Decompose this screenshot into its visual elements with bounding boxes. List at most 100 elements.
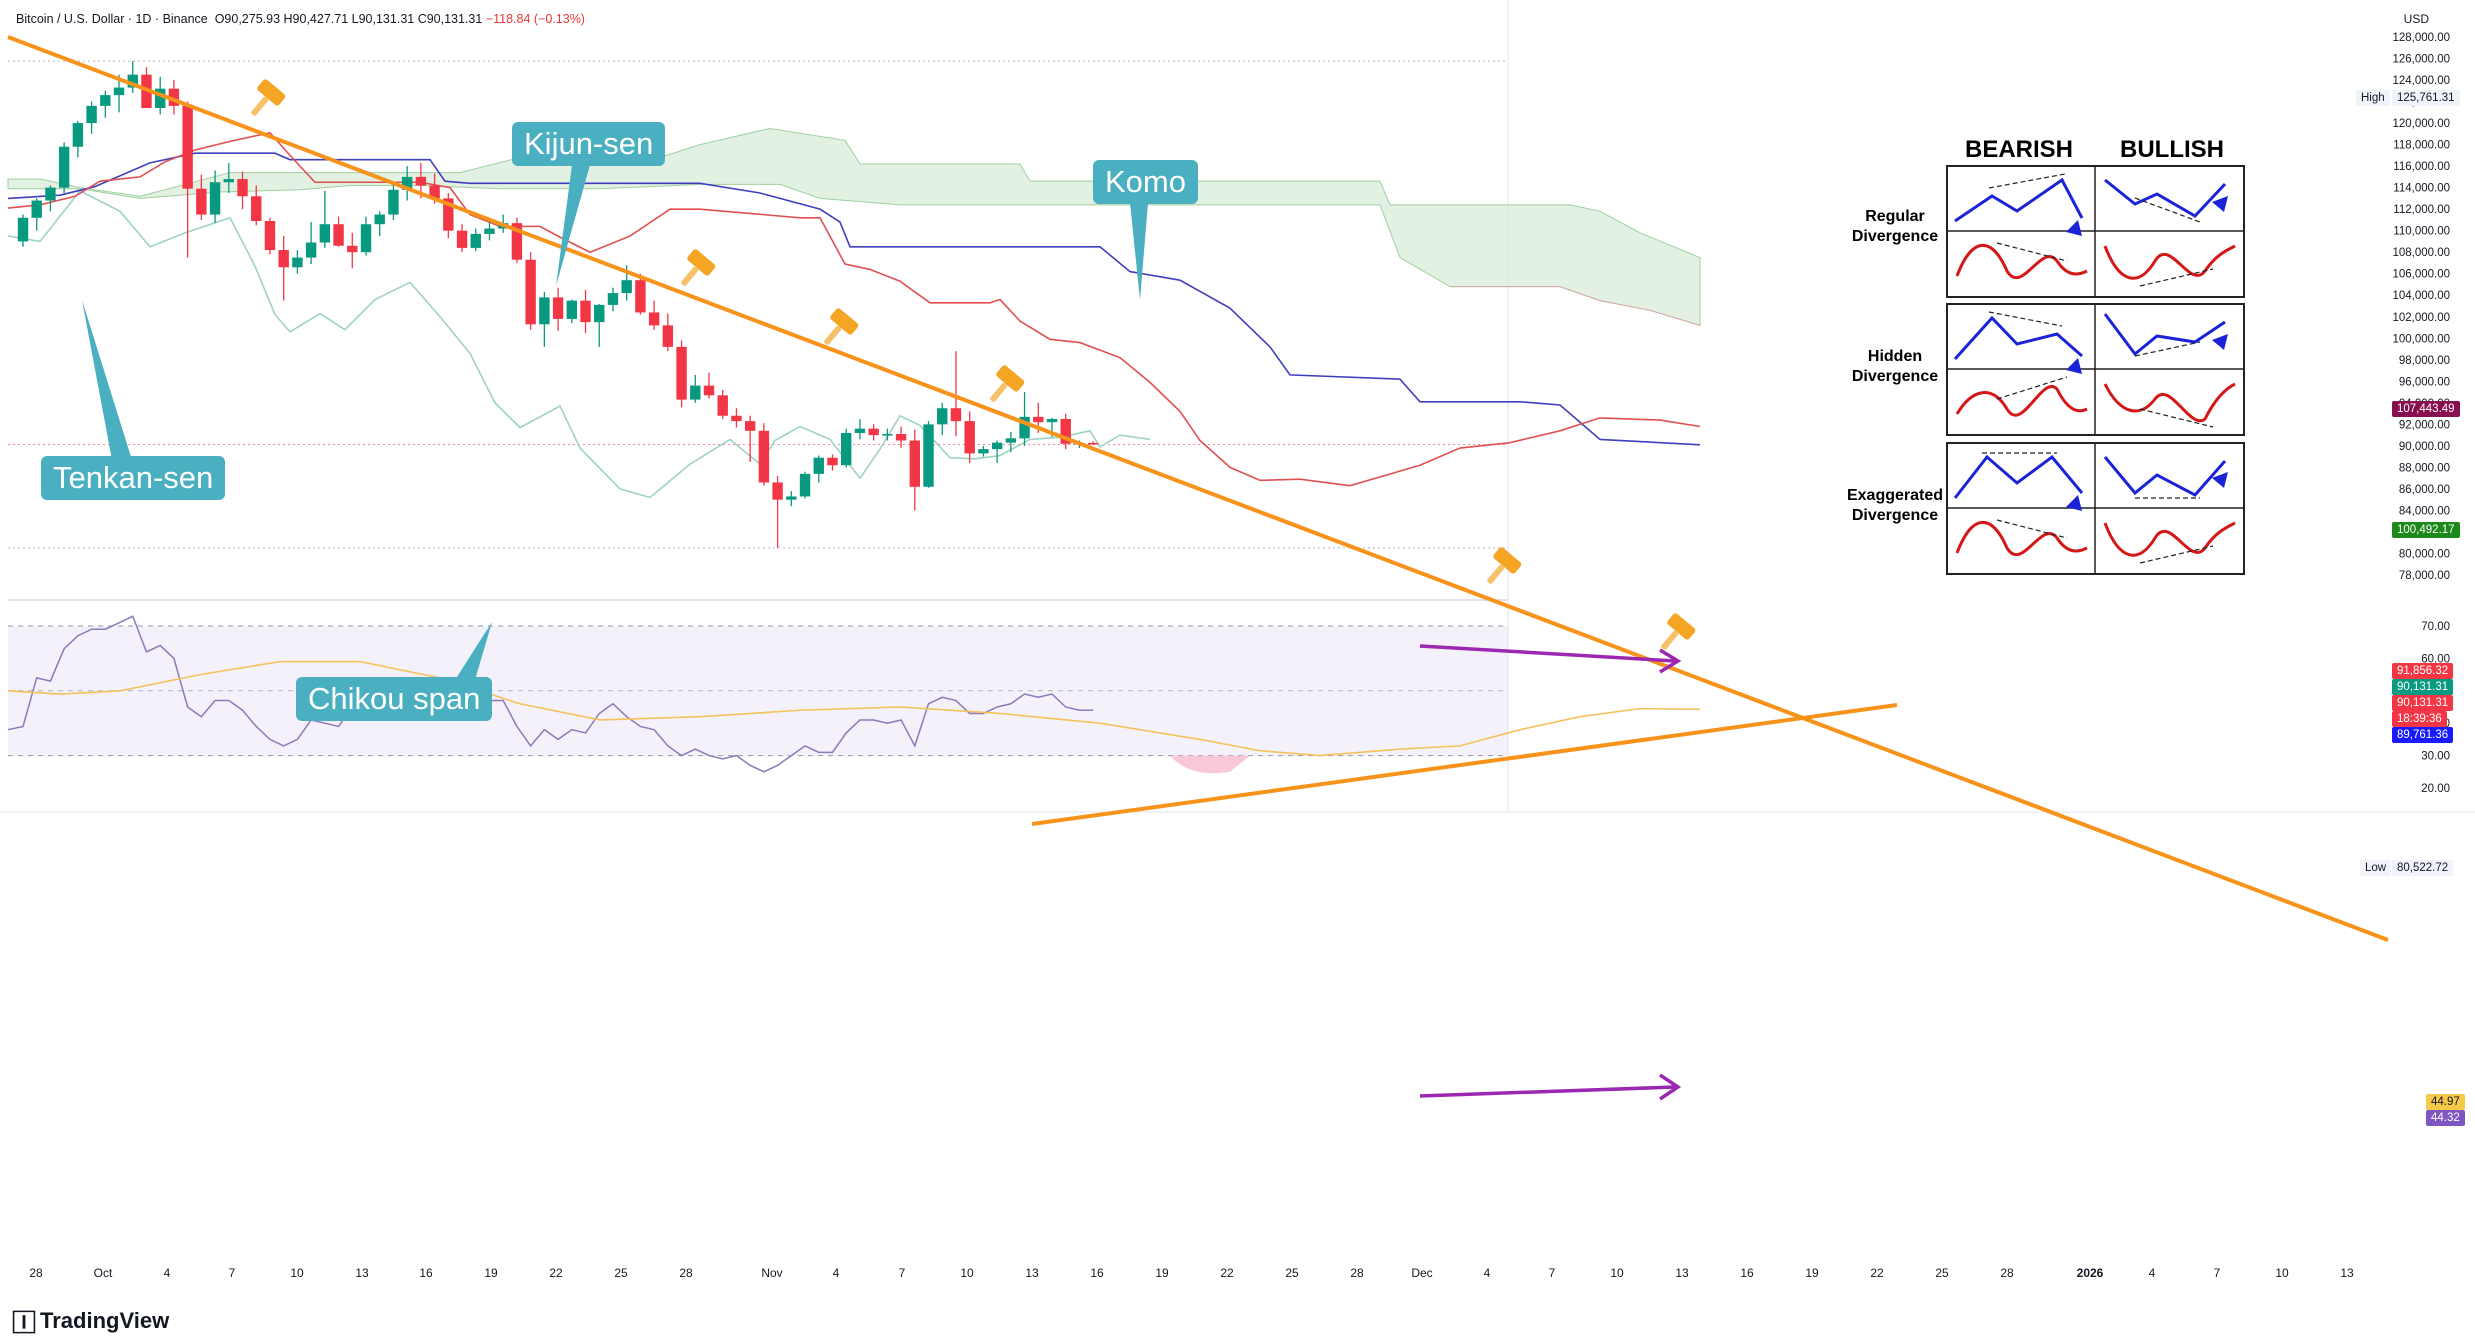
currency-label[interactable]: USD	[2403, 12, 2429, 26]
candle	[401, 166, 413, 201]
time-tick-label: 25	[1285, 1266, 1299, 1280]
divergence-sketch	[1953, 452, 2084, 499]
candle	[1060, 413, 1071, 450]
candle-body	[168, 88, 180, 106]
low-label: Low	[2360, 860, 2392, 876]
candle	[456, 224, 468, 253]
candle-body	[539, 297, 550, 325]
symbol-header: Bitcoin / U.S. Dollar · 1D · Binance O90…	[16, 12, 585, 26]
divergence-sketch	[1955, 376, 2088, 417]
time-tick-label: 7	[1549, 1266, 1556, 1280]
time-tick-label: 16	[419, 1266, 433, 1280]
time-tick-label: Dec	[1411, 1266, 1432, 1280]
price-tick-label: 126,000.00	[2392, 54, 2450, 66]
divergence-dashed-line	[1996, 376, 2068, 400]
divergence-price-path	[2103, 313, 2226, 357]
candle	[635, 273, 646, 315]
divergence-sketch	[2103, 382, 2236, 428]
candle-body	[525, 259, 536, 325]
candle-body	[607, 293, 619, 305]
candle	[841, 428, 852, 468]
divergence-sketch	[2104, 178, 2227, 223]
candle-body	[484, 228, 495, 234]
price-tick-label: 100,000.00	[2392, 333, 2450, 345]
rsi-line	[7, 615, 1094, 773]
candle	[607, 287, 619, 312]
divergence-row-regular: Regular Divergence	[1851, 208, 1939, 245]
time-tick-label: 2026	[2077, 1266, 2104, 1280]
candle-body	[621, 280, 632, 294]
candle-body	[196, 188, 207, 215]
candle-body	[1033, 416, 1044, 423]
time-tick-label: 4	[1484, 1266, 1491, 1280]
divergence-dashed-line	[1996, 242, 2068, 262]
candle-body	[566, 300, 577, 319]
candle-body	[278, 250, 289, 268]
time-tick-label: 10	[2275, 1266, 2289, 1280]
gavel-handle	[824, 325, 842, 345]
candle-body	[978, 449, 989, 454]
time-tick-label: 22	[1220, 1266, 1234, 1280]
callout-pointer-tenkan	[82, 300, 132, 460]
gavel-handle	[1487, 564, 1505, 584]
candle	[511, 217, 523, 263]
divergence-oscillator-path	[1955, 520, 2088, 557]
candle-body	[264, 220, 276, 251]
price-tick-label: 88,000.00	[2399, 462, 2450, 474]
candle	[690, 374, 701, 403]
time-tick-label: 10	[1610, 1266, 1624, 1280]
time-tick-label: 7	[2214, 1266, 2221, 1280]
candle-body	[182, 105, 193, 189]
time-tick-label: 7	[899, 1266, 906, 1280]
candle	[964, 411, 975, 464]
price-tick-label: 90,000.00	[2399, 441, 2450, 453]
candle-body	[1060, 418, 1071, 444]
price-tick-label: 92,000.00	[2399, 419, 2450, 431]
time-tick-label: 13	[355, 1266, 369, 1280]
price-axis-tag: 100,492.17	[2392, 522, 2460, 538]
price-tick-label: 104,000.00	[2392, 290, 2450, 302]
gavel-head	[1667, 613, 1696, 640]
candle	[360, 216, 372, 256]
divergence-dashed-line	[1988, 311, 2063, 327]
candle	[484, 222, 495, 241]
divergence-sketch	[1953, 311, 2083, 361]
gavel-icon	[251, 79, 286, 116]
candle	[388, 182, 399, 220]
candle-body	[882, 434, 893, 436]
rsi-tick-label: 20.00	[2421, 783, 2450, 795]
divergence-oscillator-path	[1955, 385, 2088, 417]
divergence-price-path	[2103, 456, 2227, 497]
candle-body	[223, 179, 234, 183]
time-tick-label: 28	[29, 1266, 43, 1280]
divergence-row-hidden: Hidden Divergence	[1851, 348, 1939, 385]
candle	[209, 170, 221, 224]
low-value: 80,522.72	[2392, 860, 2454, 876]
candle	[1087, 441, 1099, 445]
candle-body	[31, 200, 42, 218]
ichimoku-cloud	[7, 127, 1701, 327]
candle-body	[648, 312, 660, 326]
rsi-ma-line	[7, 660, 1701, 757]
candle-body	[744, 421, 756, 431]
candle	[703, 372, 715, 399]
candle	[86, 101, 97, 134]
candle-body	[703, 385, 715, 396]
divergence-dashed-line	[2134, 197, 2201, 223]
time-tick-label: 28	[2000, 1266, 2014, 1280]
rsi-axis-tag: 44.32	[2426, 1110, 2465, 1126]
candle-body	[456, 230, 468, 248]
candle-body	[1005, 438, 1017, 443]
divergence-dashed-line	[2139, 408, 2214, 428]
gavel-head	[1493, 547, 1522, 574]
candle-body	[209, 182, 221, 215]
rsi-tick-label: 60.00	[2421, 653, 2450, 665]
divergence-bullish-title: BULLISH	[2120, 136, 2224, 163]
candle	[717, 389, 728, 419]
candle	[182, 101, 193, 258]
tradingview-logo[interactable]: 🄸 TradingView	[12, 1303, 169, 1338]
price-tick-label: 106,000.00	[2392, 269, 2450, 281]
candle	[648, 300, 660, 330]
descending-trendline	[7, 35, 2389, 942]
